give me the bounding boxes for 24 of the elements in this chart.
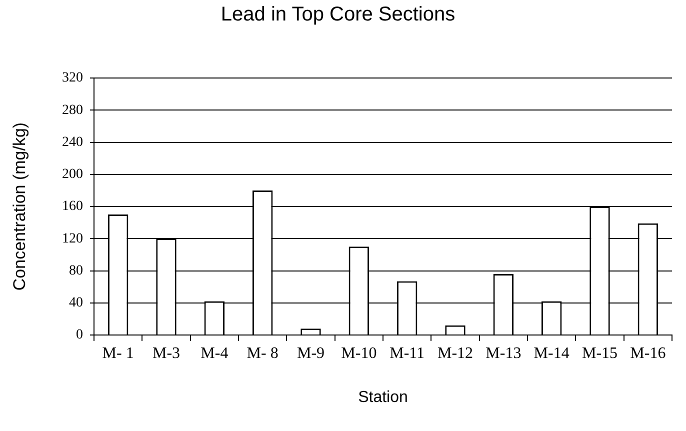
y-tick-label: 200 bbox=[62, 167, 83, 182]
y-tick-label: 40 bbox=[69, 296, 83, 311]
y-tick-label: 80 bbox=[69, 263, 83, 278]
x-tick-label: M- 8 bbox=[246, 344, 278, 362]
x-tick-label: M-3 bbox=[152, 344, 180, 362]
x-tick-label: M-13 bbox=[486, 344, 522, 362]
x-tick-label: M-16 bbox=[630, 344, 666, 362]
x-axis-title: Station bbox=[358, 388, 408, 406]
x-tick-label: M- 1 bbox=[102, 344, 134, 362]
x-tick-label: M-9 bbox=[296, 344, 325, 362]
x-tick-label: M-11 bbox=[390, 344, 425, 362]
y-tick-label: 320 bbox=[62, 70, 83, 86]
x-tick-label: M-14 bbox=[534, 344, 570, 362]
y-tick-label: 160 bbox=[62, 199, 83, 214]
chart-title: Lead in Top Core Sections bbox=[220, 4, 456, 26]
y-tick-label: 120 bbox=[62, 231, 83, 246]
y-tick-label: 240 bbox=[62, 134, 83, 150]
x-tick-label: M-12 bbox=[437, 344, 474, 362]
x-tick-label: M-10 bbox=[341, 344, 377, 362]
y-axis-title: Concentration (mg/kg) bbox=[10, 122, 29, 291]
y-tick-label: 0 bbox=[76, 328, 83, 343]
x-tick-label: M-15 bbox=[582, 344, 618, 362]
x-tick-label: M-4 bbox=[200, 344, 228, 362]
y-tick-label: 280 bbox=[62, 102, 83, 118]
